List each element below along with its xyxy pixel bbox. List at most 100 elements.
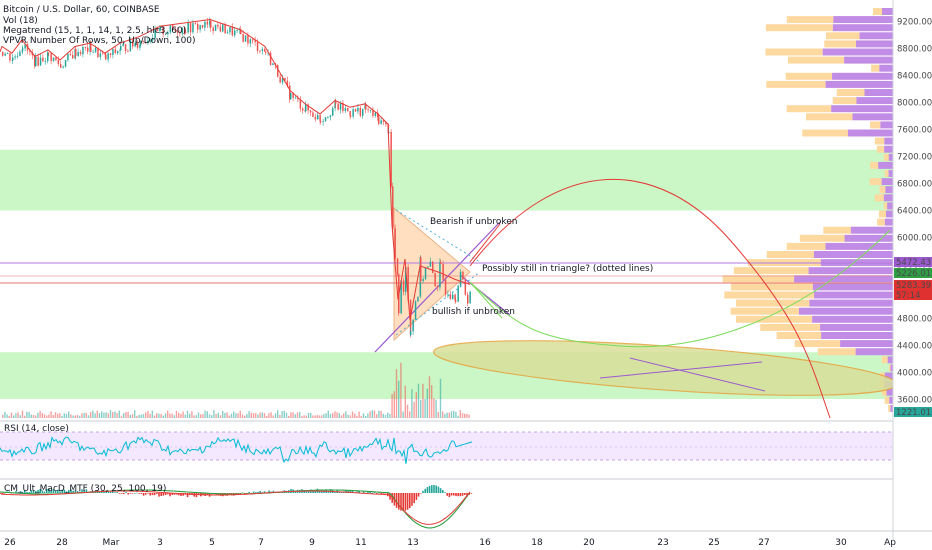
candle-body bbox=[299, 99, 302, 109]
volume-bar bbox=[354, 413, 356, 418]
macd-histogram-bar bbox=[79, 491, 81, 493]
vp-bar-up bbox=[884, 218, 893, 226]
volume-bar bbox=[156, 413, 158, 418]
candle-body bbox=[354, 109, 357, 112]
vp-bar-up bbox=[831, 105, 893, 113]
candle-body bbox=[457, 285, 459, 302]
candle-body bbox=[127, 50, 129, 52]
vp-bar-up bbox=[885, 186, 893, 194]
bullish-arrow bbox=[469, 281, 503, 319]
candle-body bbox=[172, 25, 174, 30]
macd-histogram-bar bbox=[367, 491, 369, 493]
volume-bar bbox=[415, 392, 417, 418]
macd-histogram-bar bbox=[378, 492, 380, 494]
macd-histogram-bar bbox=[28, 492, 30, 493]
vp-bar-down bbox=[736, 315, 813, 323]
candle-body bbox=[199, 25, 201, 30]
macd-histogram-bar bbox=[459, 493, 462, 497]
candle-body bbox=[69, 54, 72, 56]
volume-bar bbox=[79, 415, 81, 418]
volume-bar bbox=[136, 415, 138, 418]
macd-histogram-bar bbox=[98, 491, 101, 493]
candle-body bbox=[249, 39, 252, 44]
macd-histogram-bar bbox=[61, 489, 63, 493]
volume-bar bbox=[376, 414, 378, 418]
candle-body bbox=[224, 24, 226, 34]
volume-bar bbox=[382, 413, 384, 418]
macd-histogram-bar bbox=[351, 490, 354, 493]
candle-body bbox=[319, 115, 321, 122]
volume-bar bbox=[437, 411, 439, 418]
candle-body bbox=[217, 24, 219, 27]
candle-body bbox=[314, 116, 317, 120]
vp-bar-up bbox=[890, 364, 893, 372]
volume-bar bbox=[281, 410, 283, 418]
vp-bar-down bbox=[825, 32, 860, 40]
candle-body bbox=[332, 108, 334, 116]
macd-histogram-bar bbox=[171, 493, 173, 495]
candle-body bbox=[14, 56, 16, 58]
macd-histogram-bar bbox=[420, 493, 422, 494]
vp-bar-down bbox=[870, 161, 879, 169]
time-label: 30 bbox=[835, 538, 847, 548]
candle-body bbox=[469, 291, 471, 304]
volume-bar bbox=[345, 411, 347, 418]
candle-body bbox=[267, 52, 269, 54]
macd-histogram-bar bbox=[318, 491, 321, 493]
candle-body bbox=[77, 52, 79, 57]
volume-bar bbox=[329, 413, 332, 418]
candle-body bbox=[444, 279, 447, 295]
vp-bar-up bbox=[825, 242, 893, 250]
macd-histogram-bar bbox=[167, 493, 169, 495]
price-tick-label: 6800.00 bbox=[897, 180, 932, 190]
vp-bar-up bbox=[856, 97, 893, 105]
candle-body bbox=[234, 30, 236, 36]
candle-body bbox=[337, 103, 339, 110]
volume-bar bbox=[285, 412, 288, 418]
candle-body bbox=[167, 32, 169, 34]
candle-body bbox=[420, 257, 422, 282]
price-tick-label: 4400.00 bbox=[897, 342, 932, 352]
macd-histogram-bar bbox=[76, 491, 79, 493]
volume-bar bbox=[43, 414, 46, 418]
macd-histogram-bar bbox=[404, 493, 407, 511]
bearish-arrow bbox=[469, 223, 501, 263]
macd-histogram-bar bbox=[411, 493, 413, 506]
volume-bar bbox=[138, 414, 140, 418]
vp-bar-down bbox=[787, 56, 845, 64]
candle-body bbox=[156, 29, 159, 31]
vp-bar-up bbox=[808, 267, 893, 275]
macd-histogram-bar bbox=[409, 493, 411, 509]
macd-histogram-bar bbox=[32, 490, 35, 493]
volume-bar bbox=[26, 411, 28, 418]
time-label: 5 bbox=[209, 538, 215, 548]
vp-bar-down bbox=[883, 202, 888, 210]
volume-bar bbox=[404, 385, 406, 418]
macd-histogram-bar bbox=[202, 493, 204, 496]
macd-histogram-bar bbox=[312, 490, 314, 493]
macd-histogram-bar bbox=[382, 493, 385, 494]
vp-bar-up bbox=[844, 56, 893, 64]
macd-histogram-bar bbox=[444, 492, 446, 493]
vp-bar-up bbox=[820, 323, 893, 331]
volume-bar bbox=[292, 412, 294, 418]
volume-bar bbox=[112, 412, 114, 418]
vp-bar-down bbox=[817, 348, 856, 356]
volume-bar bbox=[202, 414, 204, 418]
macd-histogram-bar bbox=[334, 491, 336, 493]
macd-histogram-bar bbox=[149, 493, 151, 496]
candle-body bbox=[48, 52, 50, 54]
volume-bar bbox=[15, 413, 17, 418]
candle-body bbox=[112, 49, 114, 55]
macd-histogram-bar bbox=[461, 493, 464, 496]
vp-bar-up bbox=[813, 251, 893, 258]
macd-histogram-bar bbox=[15, 491, 17, 493]
candle-body bbox=[459, 271, 462, 286]
candle-body bbox=[184, 27, 186, 33]
macd-histogram-bar bbox=[453, 493, 455, 496]
volume-bar bbox=[442, 411, 444, 418]
volume-bar bbox=[184, 414, 186, 418]
candle-body bbox=[64, 60, 67, 67]
volume-bar bbox=[446, 412, 448, 418]
vp-bar-down bbox=[785, 72, 833, 80]
